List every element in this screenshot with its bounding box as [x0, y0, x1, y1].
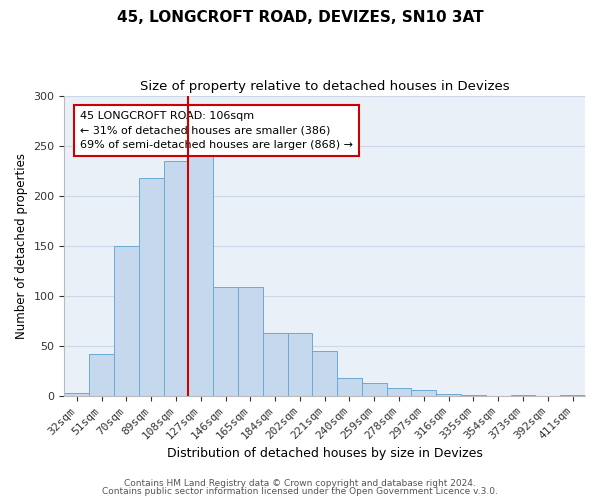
Bar: [461, 395, 486, 396]
Bar: [362, 383, 386, 396]
Bar: [436, 394, 461, 396]
Bar: [139, 178, 164, 396]
Bar: [337, 378, 362, 396]
Bar: [412, 390, 436, 396]
Y-axis label: Number of detached properties: Number of detached properties: [15, 153, 28, 339]
Bar: [64, 393, 89, 396]
Text: 45 LONGCROFT ROAD: 106sqm
← 31% of detached houses are smaller (386)
69% of semi: 45 LONGCROFT ROAD: 106sqm ← 31% of detac…: [80, 110, 353, 150]
Bar: [164, 160, 188, 396]
Bar: [213, 287, 238, 396]
Bar: [188, 150, 213, 396]
Text: Contains HM Land Registry data © Crown copyright and database right 2024.: Contains HM Land Registry data © Crown c…: [124, 478, 476, 488]
Bar: [114, 246, 139, 396]
X-axis label: Distribution of detached houses by size in Devizes: Distribution of detached houses by size …: [167, 447, 482, 460]
Bar: [263, 333, 287, 396]
Bar: [287, 333, 313, 396]
Bar: [238, 287, 263, 396]
Bar: [89, 354, 114, 396]
Title: Size of property relative to detached houses in Devizes: Size of property relative to detached ho…: [140, 80, 509, 93]
Text: 45, LONGCROFT ROAD, DEVIZES, SN10 3AT: 45, LONGCROFT ROAD, DEVIZES, SN10 3AT: [116, 10, 484, 25]
Bar: [386, 388, 412, 396]
Bar: [560, 395, 585, 396]
Bar: [511, 395, 535, 396]
Bar: [313, 351, 337, 396]
Text: Contains public sector information licensed under the Open Government Licence v.: Contains public sector information licen…: [102, 487, 498, 496]
